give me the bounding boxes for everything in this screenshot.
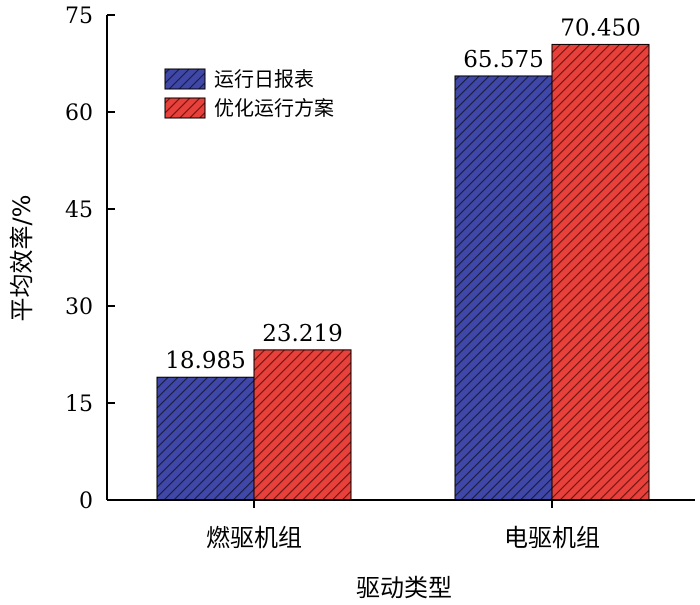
y-tick-label: 0 (79, 489, 93, 514)
legend-swatch (164, 97, 206, 119)
legend-label: 优化运行方案 (214, 96, 334, 120)
data-label: 65.575 (463, 47, 543, 73)
y-tick-label: 45 (65, 198, 93, 223)
y-tick-label: 15 (65, 392, 93, 417)
legend-swatch (164, 68, 206, 90)
plot-area: 18.985 65.575 23.219 70.450 0 15 30 45 60 75 燃驱机组 电… (65, 4, 695, 552)
y-tick-label: 30 (65, 295, 93, 320)
bar-daily-report-1 (156, 376, 255, 501)
data-label: 23.219 (262, 321, 342, 347)
x-category-label: 燃驱机组 (206, 524, 302, 552)
data-label: 70.450 (560, 15, 640, 41)
legend-label: 运行日报表 (214, 67, 314, 91)
y-tick-label: 75 (65, 4, 93, 29)
y-tick-label: 60 (65, 101, 93, 126)
y-axis-title: 平均效率/% (8, 195, 36, 322)
bar-optimized-2 (551, 43, 650, 501)
x-category-label: 电驱机组 (504, 524, 600, 552)
bar-optimized-1 (253, 349, 352, 501)
x-axis-title: 驱动类型 (356, 574, 452, 602)
bar-daily-report-2 (454, 75, 553, 501)
data-label: 18.985 (165, 348, 245, 374)
